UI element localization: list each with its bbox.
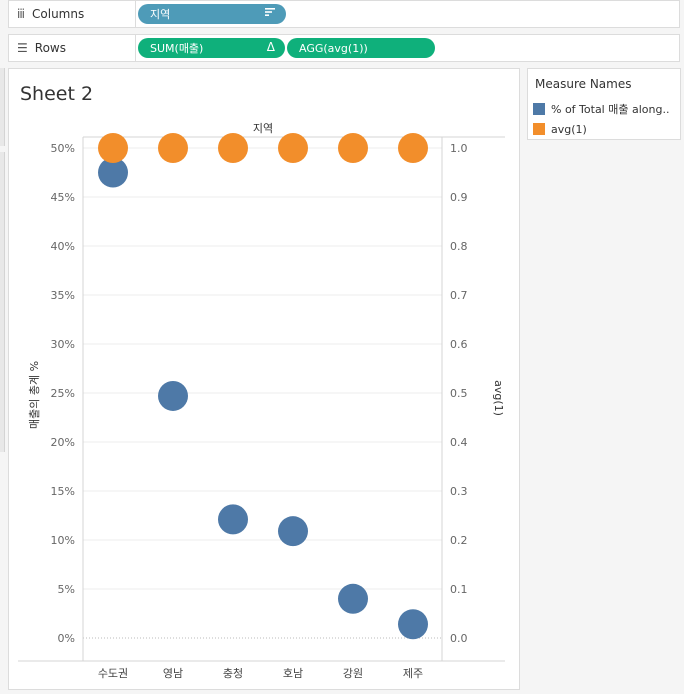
y-tick-label: 40% [51,240,75,253]
columns-shelf-label: iii Columns [9,1,136,27]
x-tick-label: 수도권 [98,667,128,680]
y2-tick-label: 0.1 [450,583,468,596]
pct-total-point [398,609,428,640]
rows-pill-sum-text: SUM(매출) [150,42,204,55]
y2-tick-label: 0.0 [450,632,468,645]
pct-total-point [158,380,188,411]
sheet-title: Sheet 2 [20,83,94,105]
columns-pill-region[interactable]: 지역 [138,4,286,24]
y2-tick-label: 0.8 [450,240,468,253]
column-header-title: 지역 [253,122,273,135]
avg1-point [218,133,248,163]
rows-pill-agg-avg[interactable]: AGG(avg(1)) [287,38,435,58]
rows-icon: ☰ [17,41,28,55]
table-calc-delta-icon: Δ [266,40,275,54]
avg1-point [398,133,428,163]
legend-title: Measure Names [535,77,632,91]
worksheet: Sheet 2 지역 0% 5% 10% 15% 20% 25% 30% 35% 40% 45% 50… [8,68,520,690]
y2-tick-label: 0.7 [450,289,468,302]
pct-total-point [338,583,368,614]
legend-item-pct-total[interactable]: % of Total 매출 along.. [533,101,679,117]
rows-pill-sum-sales[interactable]: SUM(매출) Δ [138,38,285,58]
y2-tick-label: 0.3 [450,485,468,498]
y2-tick-label: 0.2 [450,534,468,547]
y-tick-label: 25% [51,387,75,400]
sort-icon[interactable] [264,6,276,21]
x-tick-label: 강원 [343,667,363,680]
pct-total-point [98,157,128,188]
pct-total-point [278,516,308,547]
y2-tick-label: 0.5 [450,387,468,400]
left-panel-edge [0,68,5,146]
y-tick-label: 0% [58,632,75,645]
columns-shelf[interactable]: iii Columns 지역 [8,0,680,28]
avg1-point [278,133,308,163]
y-tick-label: 35% [51,289,75,302]
y-tick-label: 50% [51,142,75,155]
columns-icon: iii [17,7,25,21]
chart-svg: 지역 0% 5% 10% 15% 20% 25% 30% 35% 40% 45% 50% 0.0 0.1 0… [18,122,505,680]
y2-tick-label: 1.0 [450,142,468,155]
legend-item-label: avg(1) [551,122,587,136]
y2-tick-label: 0.6 [450,338,468,351]
avg1-point [98,133,128,163]
y-tick-label: 20% [51,436,75,449]
legend-swatch-orange [533,123,545,135]
y-tick-label: 15% [51,485,75,498]
rows-label-text: Rows [34,41,66,55]
y2-tick-label: 0.4 [450,436,468,449]
x-tick-label: 제주 [403,667,423,680]
rows-shelf[interactable]: ☰ Rows SUM(매출) Δ AGG(avg(1)) [8,34,680,62]
y-tick-label: 30% [51,338,75,351]
y-tick-label: 10% [51,534,75,547]
rows-pill-agg-text: AGG(avg(1)) [299,41,368,55]
avg1-point [338,133,368,163]
legend-swatch-blue [533,103,545,115]
left-panel-edge-lower [0,152,5,452]
legend-item-label: % of Total 매출 along.. [551,103,670,116]
columns-label-text: Columns [32,7,85,21]
y2-axis-title: avg(1) [492,380,505,416]
x-tick-label: 영남 [163,667,183,680]
avg1-point [158,133,188,163]
y-tick-label: 5% [58,583,75,596]
rows-shelf-label: ☰ Rows [9,35,136,61]
y-axis-title: 매출의 총계 % [28,361,41,429]
y2-tick-label: 0.9 [450,191,468,204]
y-tick-label: 45% [51,191,75,204]
x-tick-label: 호남 [283,667,303,680]
pct-total-point [218,504,248,535]
columns-pill-text: 지역 [150,8,171,21]
legend-item-avg1[interactable]: avg(1) [533,121,679,137]
x-tick-label: 충청 [223,667,243,680]
legend-card: Measure Names % of Total 매출 along.. avg(… [527,68,681,140]
